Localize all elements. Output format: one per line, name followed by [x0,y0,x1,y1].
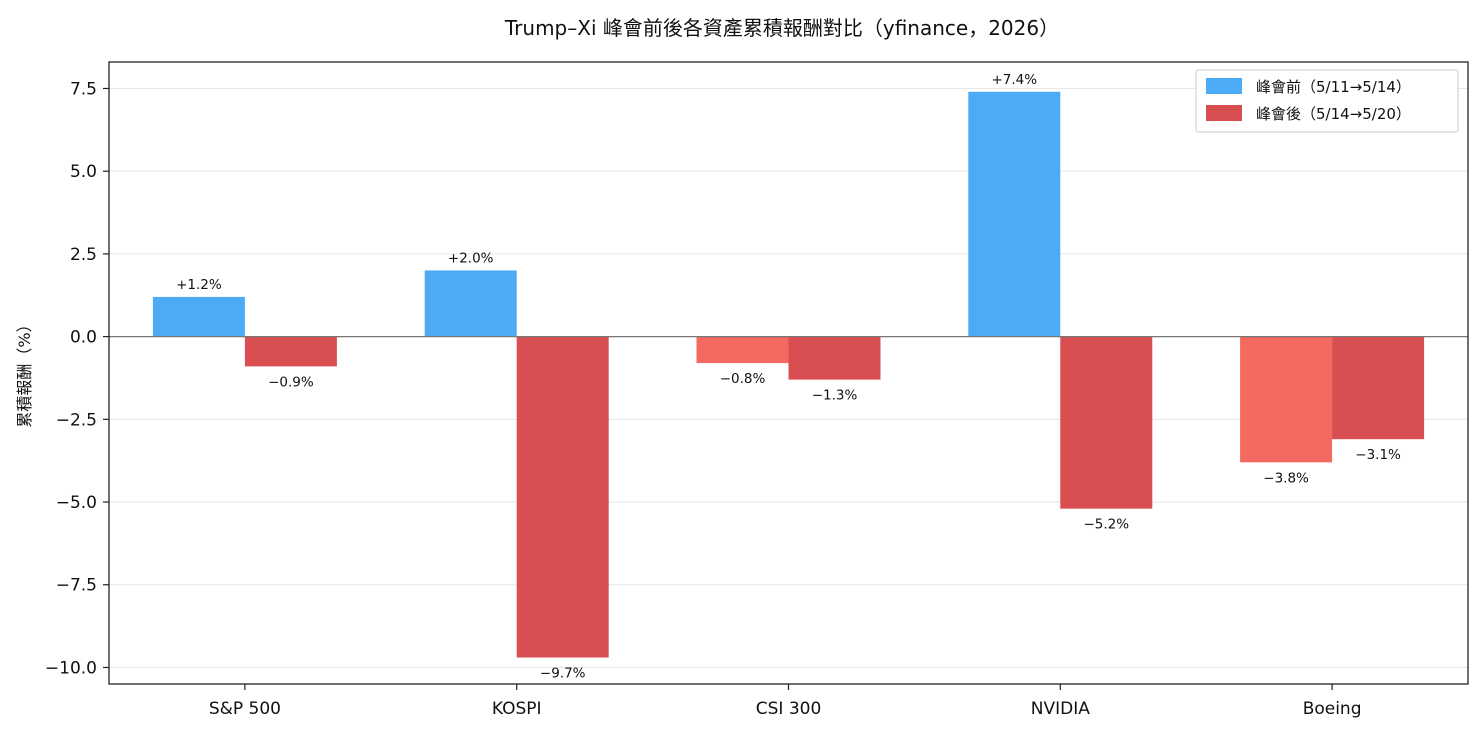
y-tick-label: −7.5 [56,576,97,596]
data-label: −3.1% [1355,447,1401,463]
data-label: −5.2% [1083,517,1129,533]
bar-before [424,270,517,337]
legend-swatch-before [1206,78,1242,94]
y-axis-label: 累積報酬（%） [15,316,34,427]
data-label: +7.4% [991,72,1037,88]
legend-label-after: 峰會後（5/14→5/20） [1256,105,1411,123]
y-tick-label: 0.0 [70,328,97,348]
x-tick-label: NVIDIA [1031,699,1090,719]
bars [152,91,1425,658]
y-tick-label: −5.0 [56,493,97,513]
bar-before [696,336,789,364]
data-label: −3.8% [1263,470,1309,486]
y-axis-ticks: −10.0 −7.5 −5.0 −2.5 0.0 2.5 5.0 7.5 [45,79,109,678]
legend-box [1195,69,1459,133]
bar-before [1240,336,1333,463]
y-tick-label: 2.5 [70,245,97,265]
y-tick-label: 5.0 [70,162,97,182]
data-label: −0.9% [268,374,314,390]
legend-swatch-after [1206,105,1242,121]
x-tick-label: Boeing [1303,699,1362,719]
bar-after [516,336,609,658]
x-axis-ticks: S&P 500 KOSPI CSI 300 NVIDIA Boeing [209,684,1362,719]
y-tick-label: −2.5 [56,410,97,430]
y-tick-label: −10.0 [45,658,97,678]
data-label: +2.0% [448,250,494,266]
bar-after [1060,336,1153,509]
bar-before [152,296,245,337]
legend: 峰會前（5/11→5/14） 峰會後（5/14→5/20） [1195,69,1459,133]
bar-after [1332,336,1425,440]
bar-before [968,91,1061,337]
bar-after [788,336,881,380]
x-tick-label: KOSPI [492,699,542,719]
data-label: +1.2% [176,277,222,293]
data-labels: +1.2% −0.9% +2.0% −9.7% −0.8% −1.3% +7.4% −5.2%… [176,72,1401,682]
x-tick-label: S&P 500 [209,699,281,719]
data-label: −9.7% [540,666,586,682]
x-tick-label: CSI 300 [756,699,822,719]
data-label: −0.8% [720,371,766,387]
legend-label-before: 峰會前（5/11→5/14） [1256,78,1411,96]
data-label: −1.3% [812,388,858,404]
y-tick-label: 7.5 [70,79,97,99]
bar-after [244,336,337,367]
chart-title: Trump–Xi 峰會前後各資產累積報酬對比（yfinance，2026） [504,16,1059,40]
